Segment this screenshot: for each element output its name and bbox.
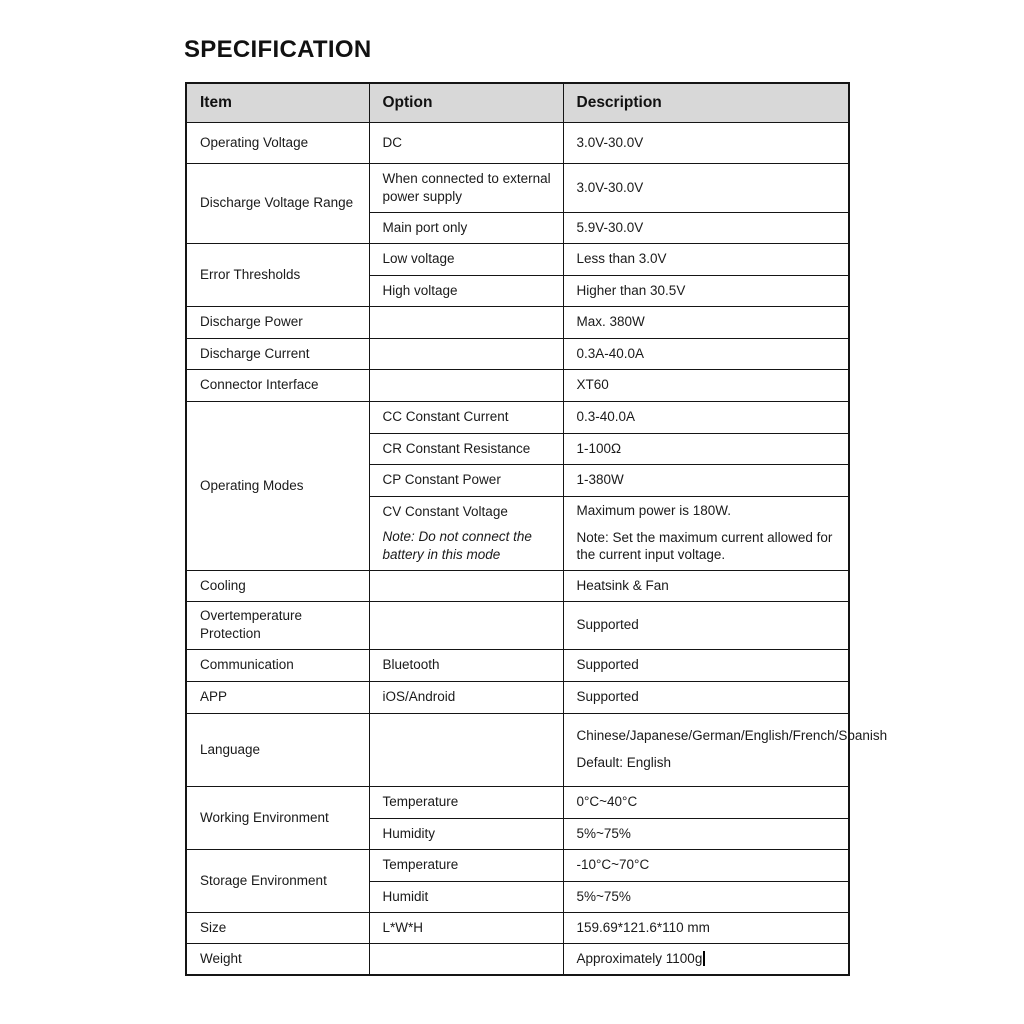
row-discharge-voltage-range-1: Discharge Voltage Range When connected t… xyxy=(185,162,850,244)
item-cell: Weight xyxy=(185,942,370,976)
text-cursor xyxy=(703,950,706,966)
row-error-thresholds-2: High voltage Higher than 30.5V xyxy=(186,274,850,307)
item-cell: Discharge Voltage Range xyxy=(185,162,370,244)
description-cell: Approximately 1100g xyxy=(562,942,850,976)
description-cell: -10°C~70°C xyxy=(562,848,850,882)
description-note: Note: Set the maximum current allowed fo… xyxy=(576,529,833,563)
option-cell: Bluetooth xyxy=(368,648,564,682)
page-title: SPECIFICATION xyxy=(184,36,372,63)
option-cell xyxy=(368,569,564,602)
description-cell: 5.9V-30.0V xyxy=(562,211,850,244)
row-operating-modes-cv: CV Constant Voltage Note: Do not connect… xyxy=(186,495,850,571)
row-operating-modes-cc: Operating Modes CC Constant Current 0.3-… xyxy=(185,400,850,571)
item-cell: Operating Voltage xyxy=(185,121,370,164)
description-cell: 3.0V-30.0V xyxy=(562,162,850,213)
description-cell: 1-100Ω xyxy=(562,432,850,465)
description-cell: Max. 380W xyxy=(562,305,850,339)
item-cell: Discharge Current xyxy=(185,337,370,370)
header-description: Description xyxy=(562,82,850,123)
option-cell: Low voltage xyxy=(368,242,564,276)
table-header-row: Item Option Description xyxy=(185,82,850,123)
option-cell xyxy=(368,305,564,339)
option-cell: Humidity xyxy=(368,817,564,850)
description-cell: 0.3-40.0A xyxy=(562,400,850,434)
description-cell: Less than 3.0V xyxy=(562,242,850,276)
description-cell: 0°C~40°C xyxy=(562,785,850,819)
option-text: CV Constant Voltage xyxy=(382,503,508,519)
row-weight: Weight Approximately 1100g xyxy=(185,942,850,976)
description-cell: 5%~75% xyxy=(562,880,850,913)
row-working-environment-1: Working Environment Temperature 0°C~40°C xyxy=(185,785,850,850)
item-cell: Operating Modes xyxy=(185,400,370,571)
option-cell xyxy=(368,942,564,976)
description-cell: Supported xyxy=(562,648,850,682)
description-cell: 159.69*121.6*110 mm xyxy=(562,911,850,944)
item-cell: Overtemperature Protection xyxy=(185,600,370,650)
row-app: APP iOS/Android Supported xyxy=(185,680,850,714)
description-cell: Heatsink & Fan xyxy=(562,569,850,602)
row-discharge-voltage-range-2: Main port only 5.9V-30.0V xyxy=(186,211,850,244)
item-cell: Language xyxy=(185,712,370,787)
row-operating-modes-cr: CR Constant Resistance 1-100Ω xyxy=(186,432,850,465)
row-language: Language Chinese/Japanese/German/English… xyxy=(185,712,888,787)
option-cell xyxy=(368,600,564,650)
item-cell: APP xyxy=(185,680,370,714)
row-storage-environment-2: Humidit 5%~75% xyxy=(186,880,850,913)
description-cell: 5%~75% xyxy=(562,817,850,850)
item-cell: Size xyxy=(185,911,370,944)
row-discharge-power: Discharge Power Max. 380W xyxy=(185,305,850,339)
language-list: Chinese/Japanese/German/English/French/S… xyxy=(576,728,888,744)
option-cell: CC Constant Current xyxy=(368,400,564,434)
description-cell: XT60 xyxy=(562,368,850,402)
option-cell: Temperature xyxy=(368,785,564,819)
description-cell: Supported xyxy=(562,680,850,714)
description-cell: Supported xyxy=(562,600,850,650)
description-cell: Maximum power is 180W. Note: Set the max… xyxy=(562,495,850,571)
header-option: Option xyxy=(368,82,564,123)
row-size: Size L*W*H 159.69*121.6*110 mm xyxy=(185,911,850,944)
row-discharge-current: Discharge Current 0.3A-40.0A xyxy=(185,337,850,370)
row-connector-interface: Connector Interface XT60 xyxy=(185,368,850,402)
item-cell: Error Thresholds xyxy=(185,242,370,307)
option-cell: CV Constant Voltage Note: Do not connect… xyxy=(368,495,564,571)
option-note: Note: Do not connect the battery in this… xyxy=(382,529,532,562)
row-working-environment-2: Humidity 5%~75% xyxy=(186,817,850,850)
item-cell: Cooling xyxy=(185,569,370,602)
language-default: Default: English xyxy=(576,755,672,770)
option-cell: Main port only xyxy=(368,211,564,244)
row-communication: Communication Bluetooth Supported xyxy=(185,648,850,682)
row-cooling: Cooling Heatsink & Fan xyxy=(185,569,850,602)
row-error-thresholds-1: Error Thresholds Low voltage Less than 3… xyxy=(185,242,850,307)
option-cell: When connected to external power supply xyxy=(368,162,564,213)
item-cell: Communication xyxy=(185,648,370,682)
option-cell xyxy=(368,368,564,402)
weight-value: Approximately 1100g xyxy=(576,950,703,966)
item-cell: Connector Interface xyxy=(185,368,370,402)
item-cell: Working Environment xyxy=(185,785,370,850)
option-cell: CR Constant Resistance xyxy=(368,432,564,465)
option-cell: iOS/Android xyxy=(368,680,564,714)
header-item: Item xyxy=(185,82,370,123)
row-operating-modes-cp: CP Constant Power 1-380W xyxy=(186,463,850,497)
option-cell xyxy=(368,337,564,370)
option-cell: Humidit xyxy=(368,880,564,913)
row-overtemperature-protection: Overtemperature Protection Supported xyxy=(185,600,850,650)
description-cell: 3.0V-30.0V xyxy=(562,121,850,164)
row-storage-environment-1: Storage Environment Temperature -10°C~70… xyxy=(185,848,850,913)
option-cell: L*W*H xyxy=(368,911,564,944)
description-cell: Higher than 30.5V xyxy=(562,274,850,307)
option-cell: Temperature xyxy=(368,848,564,882)
description-cell: Chinese/Japanese/German/English/French/S… xyxy=(562,712,888,787)
specification-table: Item Option Description Operating Voltag… xyxy=(185,82,888,976)
option-cell: CP Constant Power xyxy=(368,463,564,497)
option-cell: DC xyxy=(368,121,564,164)
option-cell: High voltage xyxy=(368,274,564,307)
description-cell: 0.3A-40.0A xyxy=(562,337,850,370)
item-cell: Discharge Power xyxy=(185,305,370,339)
option-cell xyxy=(368,712,564,787)
description-text: Maximum power is 180W. xyxy=(576,503,732,519)
item-cell: Storage Environment xyxy=(185,848,370,913)
description-cell: 1-380W xyxy=(562,463,850,497)
row-operating-voltage: Operating Voltage DC 3.0V-30.0V xyxy=(185,121,850,164)
